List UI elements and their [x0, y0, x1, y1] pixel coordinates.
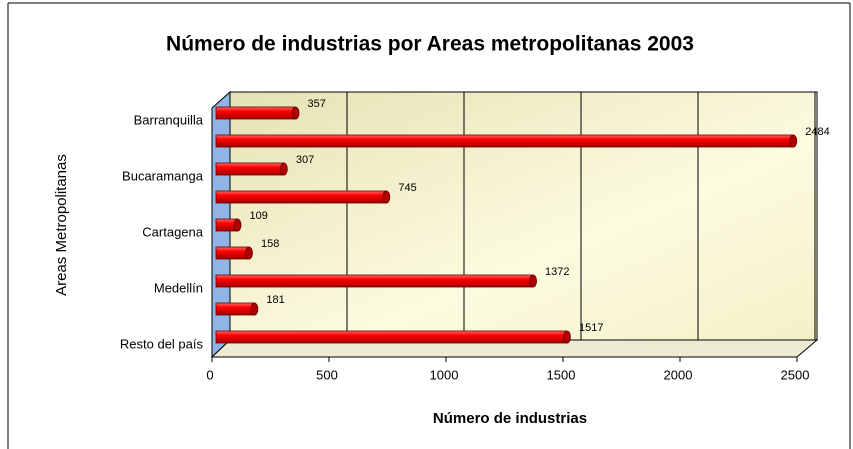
bar-cap: [279, 162, 288, 176]
bar-cap: [789, 134, 798, 148]
x-tick-label: 1000: [430, 367, 459, 382]
bar: [215, 190, 387, 204]
bar: [215, 246, 250, 260]
x-tick-label: 2500: [781, 367, 810, 382]
floor: [210, 339, 819, 358]
bar-cap: [382, 190, 391, 204]
bar: [215, 330, 568, 344]
back-wall: [229, 91, 818, 341]
y-axis-title: Areas Metropolitanas: [53, 154, 70, 296]
data-label: 357: [308, 98, 326, 110]
data-label: 181: [266, 294, 284, 306]
x-tick-label: 500: [316, 367, 338, 382]
bar: [215, 162, 285, 176]
y-tick-label: Resto del país: [120, 336, 204, 351]
bar-cap: [563, 330, 571, 344]
data-label: 307: [296, 154, 314, 166]
bar: [215, 302, 255, 316]
y-tick-label: Barranquilla: [134, 112, 204, 127]
x-axis-title: Número de industrias: [433, 410, 587, 427]
chart-title: Número de industrias por Areas metropoli…: [166, 33, 694, 56]
data-label: 1517: [579, 322, 603, 334]
x-tick-label: 0: [206, 367, 213, 382]
bar-cap: [291, 106, 300, 120]
y-tick-label: Bucaramanga: [122, 168, 204, 183]
data-label: 158: [261, 238, 279, 250]
x-tick-label: 1500: [547, 367, 576, 382]
bar-cap: [250, 302, 259, 316]
bar: [215, 106, 296, 120]
bar-cap: [245, 246, 253, 260]
data-label: 745: [398, 182, 416, 194]
bar: [215, 134, 794, 148]
data-label: 2484: [805, 126, 829, 138]
y-tick-label: Cartagena: [142, 224, 203, 239]
data-label: 1372: [545, 266, 569, 278]
bar-cap: [529, 274, 537, 288]
y-tick-label: Medellín: [154, 280, 203, 295]
bar: [215, 274, 534, 288]
data-label: 109: [250, 210, 268, 222]
x-tick-label: 2000: [664, 367, 693, 382]
bar-cap: [233, 218, 242, 232]
